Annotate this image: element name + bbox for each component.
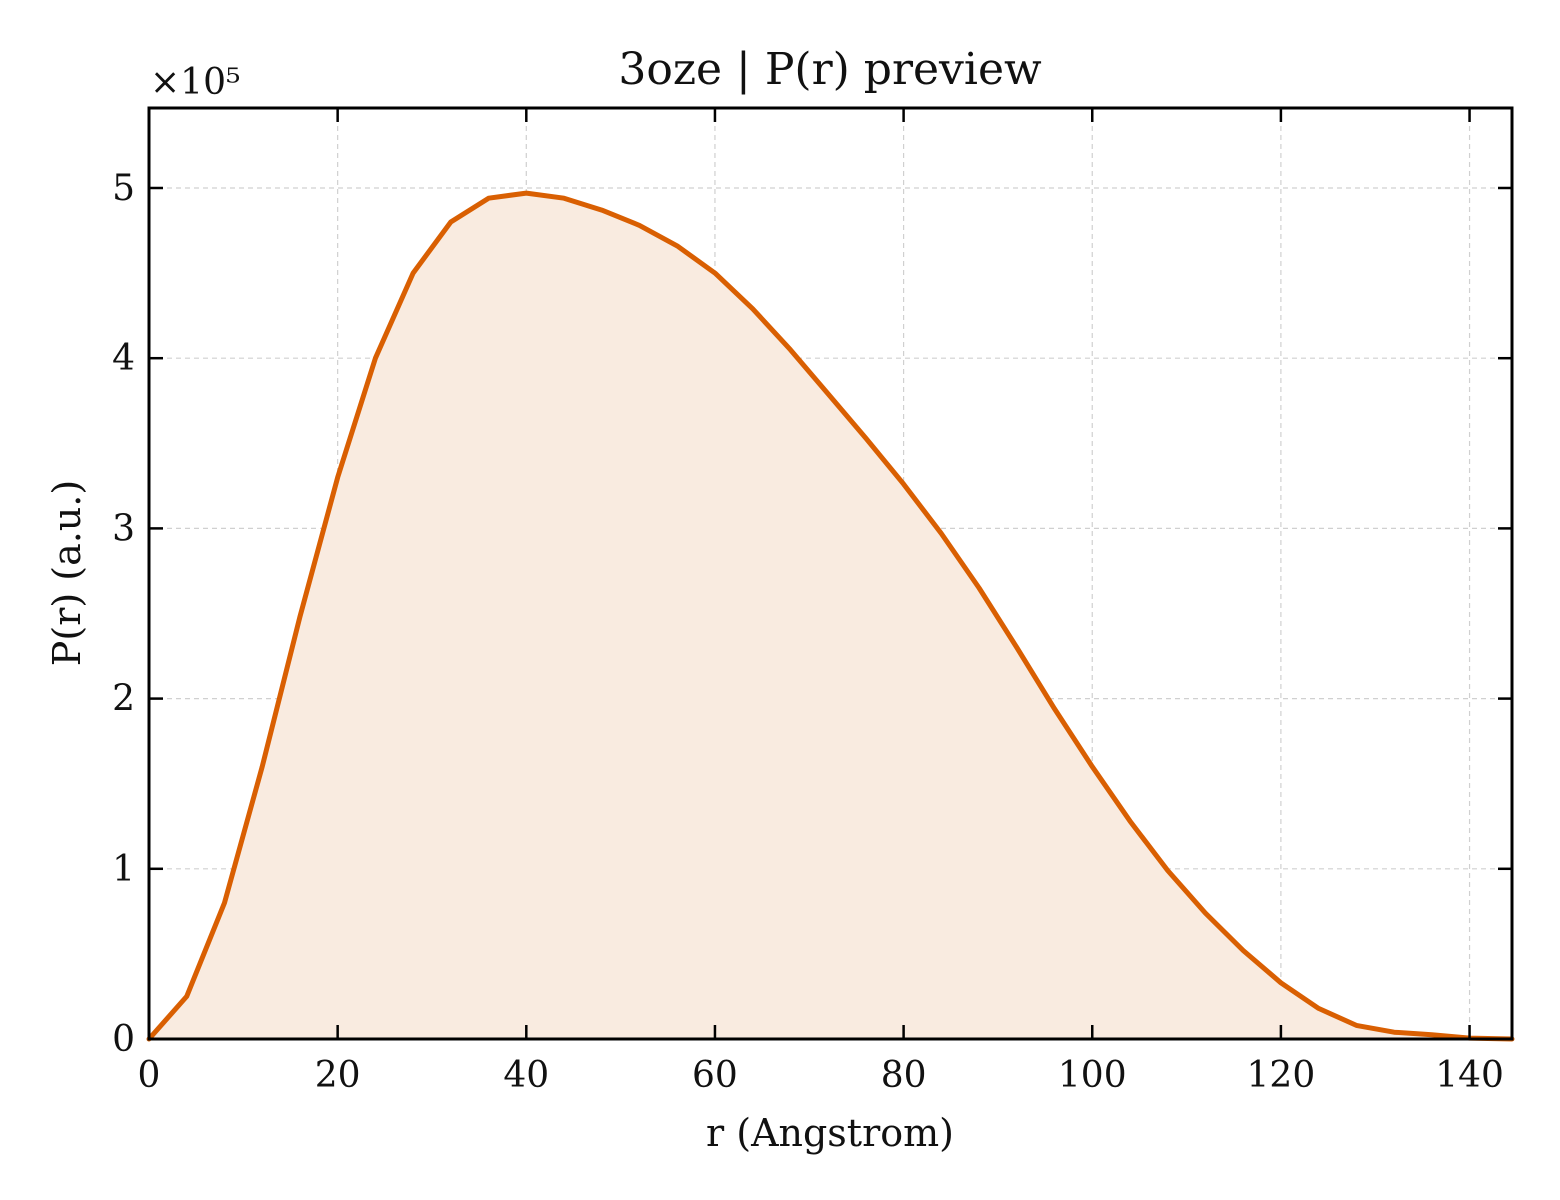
y-tick-label: 1 — [112, 849, 135, 890]
x-tick-label: 0 — [138, 1055, 161, 1096]
y-axis-multiplier: ×10⁵ — [150, 62, 240, 103]
tick-labels: 0 20 40 60 80 100 120 140 0 1 2 3 4 5 — [112, 168, 1504, 1096]
x-tick-label: 80 — [881, 1055, 927, 1096]
area-layer — [146, 190, 1515, 1042]
x-tick-label: 20 — [315, 1055, 361, 1096]
y-tick-label: 2 — [112, 679, 135, 720]
plot-frame — [147, 106, 1514, 1041]
x-tick-label: 120 — [1247, 1055, 1316, 1096]
y-tick-label: 0 — [112, 1019, 135, 1060]
series-area-fill — [149, 193, 1512, 1040]
x-axis-label: r (Angstrom) — [706, 1111, 954, 1155]
x-tick-label: 60 — [692, 1055, 738, 1096]
y-tick-label: 3 — [112, 508, 135, 549]
y-tick-label: 5 — [112, 168, 135, 209]
x-tick-label: 100 — [1058, 1055, 1127, 1096]
chart-title: 3oze | P(r) preview — [618, 44, 1042, 95]
x-tick-label: 140 — [1435, 1055, 1504, 1096]
y-tick-label: 4 — [112, 338, 135, 379]
y-axis-label: P(r) (a.u.) — [45, 480, 89, 666]
series-line — [146, 190, 1515, 1042]
x-tick-label: 40 — [503, 1055, 549, 1096]
